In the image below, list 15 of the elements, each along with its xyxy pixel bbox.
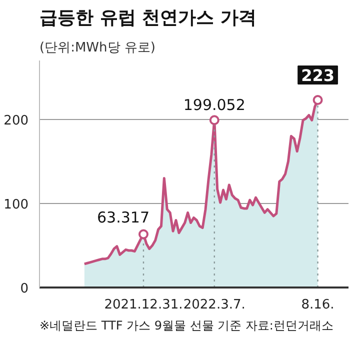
text: ※네덜란드 TTF 가스 9월물 선물 기준 자료:런던거래소 bbox=[40, 318, 334, 332]
chart-title: 급등한 유럽 천연가스 가격 bbox=[40, 8, 256, 28]
point bbox=[138, 229, 148, 240]
y-tick-label: 200 bbox=[4, 113, 29, 128]
annotation: 63.317 bbox=[97, 208, 150, 226]
annotation: 199.052 bbox=[183, 96, 246, 114]
point bbox=[312, 95, 323, 106]
y-tick-label: 0 bbox=[20, 282, 29, 296]
y-tick-label: 100 bbox=[4, 197, 29, 212]
chart-subtitle: (단위:MWh당 유로) bbox=[40, 40, 156, 56]
point bbox=[209, 115, 220, 126]
x-tick-label: 8.16. bbox=[301, 298, 334, 312]
x-tick-label: 2022.3.7. bbox=[183, 298, 246, 312]
annotation: 223 bbox=[301, 66, 334, 86]
x-tick-label: 2021.12.31. bbox=[104, 298, 183, 312]
